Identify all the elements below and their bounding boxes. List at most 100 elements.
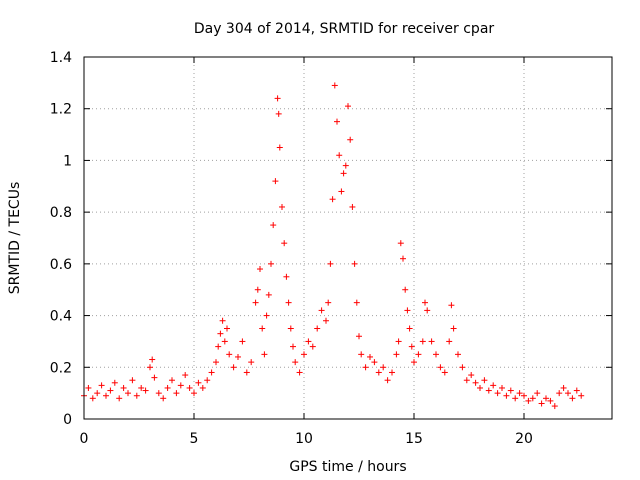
data-point [283, 273, 290, 280]
data-point [406, 325, 413, 332]
axis-ticks: 0 5 10 15 20 0 0.2 0.4 0.6 0.8 1 1.2 1.4 [50, 50, 612, 447]
data-point [437, 364, 444, 371]
data-point [285, 299, 292, 306]
data-point [215, 343, 222, 350]
data-point [265, 291, 272, 298]
data-point [356, 333, 362, 340]
y-tick-label: 0 [63, 412, 72, 428]
data-point [428, 338, 435, 345]
data-point [138, 384, 145, 391]
data-point [94, 390, 101, 397]
data-point [257, 266, 263, 273]
x-axis-label: GPS time / hours [289, 459, 406, 475]
data-point [107, 387, 114, 394]
grid-lines [84, 57, 612, 419]
data-point [448, 302, 455, 309]
data-point [327, 260, 334, 267]
data-point [224, 325, 230, 332]
data-point [252, 299, 259, 306]
data-point [569, 395, 576, 402]
data-point [195, 379, 202, 386]
y-tick-label: 0.4 [50, 309, 72, 325]
data-point [142, 387, 149, 394]
data-point [433, 351, 439, 358]
data-point [455, 351, 461, 358]
data-point [263, 312, 270, 319]
data-point [490, 382, 497, 389]
data-point [507, 387, 514, 394]
data-point [296, 369, 303, 376]
data-point [230, 364, 237, 371]
data-point [463, 377, 470, 384]
data-point [411, 359, 417, 366]
data-point [268, 260, 274, 267]
data-point [345, 103, 351, 110]
data-point [259, 325, 266, 332]
data-point [560, 384, 567, 391]
data-point [318, 307, 325, 314]
data-point [358, 351, 365, 358]
data-point [129, 377, 136, 384]
data-point [125, 390, 131, 397]
x-tick-label: 20 [515, 431, 533, 447]
data-point [85, 384, 92, 391]
data-point [208, 369, 215, 376]
data-point [290, 343, 296, 350]
y-axis-label: SRMTID / TECUs [7, 182, 23, 295]
data-point [512, 395, 519, 402]
data-point [389, 369, 395, 376]
data-point [468, 372, 475, 379]
data-point [182, 372, 189, 379]
data-point [342, 162, 349, 169]
data-point [408, 343, 415, 350]
y-tick-label: 0.8 [50, 205, 72, 221]
data-point [371, 359, 378, 366]
data-point [556, 390, 563, 397]
data-point [329, 196, 336, 203]
data-point [485, 387, 492, 394]
data-point [419, 338, 426, 345]
data-point [323, 317, 329, 324]
data-point [248, 359, 255, 366]
data-point [349, 203, 356, 210]
data-point [325, 299, 332, 306]
data-point [578, 392, 585, 399]
chart-title: Day 304 of 2014, SRMTID for receiver cpa… [194, 21, 495, 37]
data-point [177, 382, 184, 389]
data-point [213, 359, 219, 366]
data-point [279, 203, 285, 210]
data-point [287, 325, 294, 332]
data-point [446, 338, 453, 345]
data-point [400, 255, 406, 262]
data-point [494, 390, 501, 397]
data-point [424, 307, 431, 314]
data-point [551, 403, 558, 410]
y-tick-label: 0.6 [50, 257, 72, 273]
data-point [133, 392, 140, 399]
data-point [525, 397, 532, 404]
data-point [393, 351, 400, 358]
data-point [314, 325, 321, 332]
data-point [169, 377, 175, 384]
data-point [547, 397, 554, 404]
data-point [338, 188, 345, 195]
data-point [404, 307, 411, 314]
data-point [422, 299, 428, 306]
data-point [336, 152, 343, 159]
data-point [305, 338, 312, 345]
data-point [111, 379, 118, 386]
data-point [503, 392, 510, 399]
x-tick-label: 10 [295, 431, 313, 447]
data-point [481, 377, 488, 384]
data-point [147, 364, 153, 371]
data-point [331, 82, 338, 89]
data-point [186, 384, 193, 391]
data-point [309, 343, 316, 350]
data-point [164, 384, 171, 391]
data-point [450, 325, 457, 332]
data-point [274, 95, 281, 102]
data-point [459, 364, 466, 371]
data-point [395, 338, 402, 345]
data-point [173, 390, 180, 397]
